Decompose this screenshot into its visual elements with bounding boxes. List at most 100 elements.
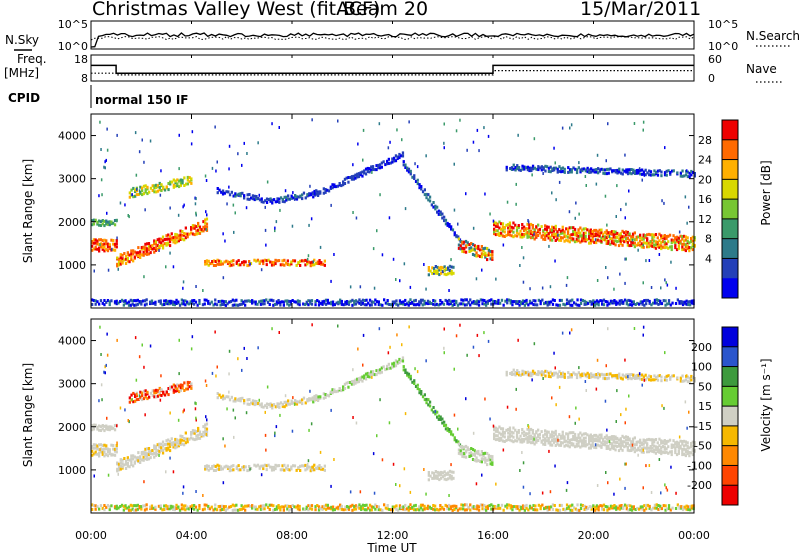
power-cell xyxy=(328,301,331,305)
velocity-cell xyxy=(113,428,117,432)
velocity-cell xyxy=(117,468,121,472)
power-cell xyxy=(663,171,667,175)
power-cell xyxy=(600,231,603,235)
colorbar-swatch xyxy=(722,278,738,299)
velocity-cell xyxy=(176,389,179,393)
power-cell xyxy=(471,248,475,252)
power-cell xyxy=(229,300,233,303)
power-cell xyxy=(202,229,205,233)
velocity-cell xyxy=(575,439,578,443)
velocity-cell xyxy=(195,402,197,406)
velocity-cell xyxy=(669,376,672,379)
velocity-cell xyxy=(103,429,106,433)
power-cell xyxy=(602,171,605,175)
velocity-cell xyxy=(611,504,614,508)
power-cell xyxy=(661,245,665,249)
velocity-cell xyxy=(457,440,460,444)
velocity-cell xyxy=(255,464,258,468)
power-cell xyxy=(618,170,621,174)
power-cell xyxy=(396,155,399,159)
velocity-cell xyxy=(209,467,212,471)
colorbar-swatch xyxy=(722,199,738,220)
velocity-cell xyxy=(546,505,549,509)
power-cell xyxy=(398,152,401,156)
power-cell xyxy=(195,225,198,229)
velocity-cell xyxy=(121,462,124,466)
velocity-cell xyxy=(663,445,666,449)
power-cell xyxy=(613,299,616,302)
power-cell xyxy=(663,240,666,244)
velocity-cell xyxy=(191,431,195,435)
velocity-cell xyxy=(571,503,574,507)
velocity-cell xyxy=(447,477,450,481)
power-cell xyxy=(183,176,186,180)
power-cell xyxy=(552,232,556,236)
power-cell xyxy=(690,237,693,240)
power-cell xyxy=(661,235,665,239)
velocity-cell xyxy=(593,439,596,443)
power-cell xyxy=(291,224,294,228)
power-cell xyxy=(188,180,191,184)
velocity-cell xyxy=(420,390,423,393)
velocity-cell xyxy=(339,506,342,510)
power-cell xyxy=(416,165,419,169)
power-cell xyxy=(416,178,419,182)
power-cell xyxy=(182,280,185,284)
power-cell xyxy=(253,194,256,198)
velocity-cell xyxy=(261,504,264,508)
velocity-cell xyxy=(435,507,438,511)
power-cell xyxy=(621,237,624,241)
velocity-cell xyxy=(568,438,571,442)
power-cell xyxy=(381,253,384,257)
power-cell xyxy=(280,300,284,304)
velocity-cell xyxy=(667,445,670,449)
power-cell xyxy=(436,205,439,209)
velocity-cell xyxy=(604,505,607,508)
power-cell xyxy=(126,301,129,305)
velocity-cell xyxy=(134,393,137,397)
power-cell xyxy=(106,222,110,226)
power-cell xyxy=(221,299,224,303)
velocity-cell xyxy=(229,505,233,508)
power-cell xyxy=(539,302,542,306)
velocity-cell xyxy=(601,504,604,508)
noise-right-tick-top: 10^5 xyxy=(708,18,738,31)
power-cell xyxy=(507,298,511,302)
velocity-cell xyxy=(99,443,103,447)
velocity-cell xyxy=(672,374,675,378)
velocity-cell xyxy=(549,435,552,439)
power-cell xyxy=(252,300,256,304)
velocity-cell xyxy=(469,508,472,512)
velocity-cell xyxy=(605,364,607,368)
velocity-cell xyxy=(235,508,238,512)
power-cell xyxy=(361,170,364,174)
power-cell xyxy=(642,281,644,285)
power-cell xyxy=(666,283,669,287)
velocity-cell xyxy=(515,387,517,391)
velocity-cell xyxy=(230,464,233,468)
velocity-cell xyxy=(520,505,523,509)
velocity-cell xyxy=(398,504,402,508)
power-cell xyxy=(579,298,583,302)
power-cell xyxy=(521,167,524,171)
velocity-cell xyxy=(94,443,97,447)
velocity-cell xyxy=(205,433,208,436)
power-cell xyxy=(340,299,343,303)
velocity-cell xyxy=(206,418,208,422)
velocity-cell xyxy=(624,421,626,425)
power-cell xyxy=(366,166,369,170)
power-panel-frame xyxy=(90,113,695,309)
velocity-cell xyxy=(134,395,137,398)
power-cell xyxy=(362,158,364,162)
velocity-cell xyxy=(288,508,291,512)
velocity-cell xyxy=(627,375,629,379)
velocity-cell xyxy=(310,504,314,508)
power-cell xyxy=(591,232,594,236)
power-cell xyxy=(612,235,615,239)
colorbar-tick-label: -100 xyxy=(687,459,712,472)
power-cell xyxy=(691,239,694,243)
velocity-cell xyxy=(205,503,208,507)
power-cell xyxy=(647,245,651,249)
power-cell xyxy=(211,261,214,265)
velocity-cell xyxy=(595,439,598,443)
